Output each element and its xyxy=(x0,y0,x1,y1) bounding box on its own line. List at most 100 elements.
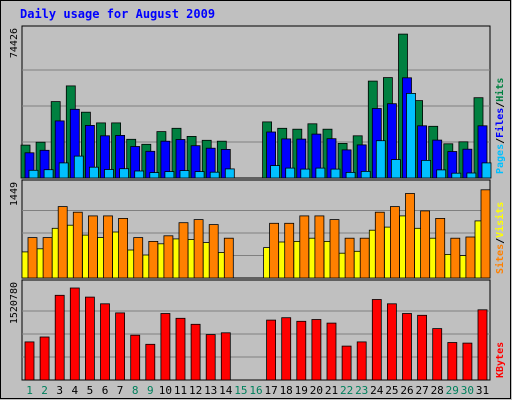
x-tick-label: 11 xyxy=(174,384,187,397)
bar-sites-day-22 xyxy=(344,237,355,279)
x-tick-label: 28 xyxy=(431,384,444,397)
bar-kbytes-day-14 xyxy=(220,332,231,381)
legend-hits_files_pages: Pages/Files/Hits xyxy=(494,78,506,174)
y-max-label: 1449 xyxy=(9,182,20,206)
bar-sites-day-19 xyxy=(299,215,310,279)
x-tick-label: 16 xyxy=(249,384,262,397)
panel-frame xyxy=(21,279,491,381)
bar-pages-day-27 xyxy=(421,159,432,179)
bar-pages-day-30 xyxy=(466,172,477,179)
legend-entry: Sites xyxy=(494,244,506,274)
bar-sites-day-10 xyxy=(163,235,174,279)
bar-sites-day-30 xyxy=(465,236,476,279)
bar-kbytes-day-5 xyxy=(85,296,95,381)
bar-kbytes-day-9 xyxy=(145,343,156,381)
bar-pages-day-31 xyxy=(481,162,492,179)
y-max-label: 74426 xyxy=(9,28,20,58)
bar-pages-day-14 xyxy=(224,168,235,179)
bar-sites-day-11 xyxy=(178,222,189,279)
series-visits xyxy=(21,215,485,279)
bar-kbytes-day-25 xyxy=(386,303,397,381)
legend-entry: Hits xyxy=(494,78,506,102)
bar-sites-day-21 xyxy=(329,219,340,279)
x-tick-label: 6 xyxy=(102,384,109,397)
bar-sites-day-17 xyxy=(269,222,280,279)
bar-pages-day-4 xyxy=(73,155,84,179)
x-tick-label: 27 xyxy=(415,384,428,397)
series-pages xyxy=(28,93,492,179)
bar-kbytes-day-2 xyxy=(39,336,50,381)
legend-entry: Files xyxy=(494,108,506,138)
bar-sites-day-14 xyxy=(223,237,234,279)
x-tick-label: 30 xyxy=(461,384,474,397)
series-kbytes xyxy=(24,287,488,381)
bar-pages-day-12 xyxy=(194,171,205,179)
bar-sites-day-27 xyxy=(420,210,431,279)
x-tick-label: 10 xyxy=(159,384,172,397)
bar-sites-day-2 xyxy=(42,237,53,279)
bar-kbytes-day-17 xyxy=(266,319,277,381)
bar-kbytes-day-11 xyxy=(175,317,186,381)
bar-pages-day-22 xyxy=(345,171,356,179)
bar-kbytes-day-23 xyxy=(356,341,367,381)
bar-kbytes-day-28 xyxy=(432,328,443,381)
legend-entry: Pages xyxy=(495,144,506,174)
bar-kbytes-day-7 xyxy=(115,312,125,381)
bar-sites-day-1 xyxy=(27,237,38,279)
x-tick-label: 21 xyxy=(325,384,338,397)
x-tick-label: 24 xyxy=(370,384,384,397)
bar-pages-day-17 xyxy=(270,165,281,179)
bar-pages-day-25 xyxy=(390,159,401,179)
bar-sites-day-3 xyxy=(57,206,68,279)
bar-pages-day-1 xyxy=(28,169,39,179)
bar-kbytes-day-6 xyxy=(100,303,110,381)
bar-sites-day-12 xyxy=(193,219,204,279)
legend-entry: / xyxy=(495,238,506,244)
chart-title: Daily usage for August 2009 xyxy=(20,7,215,21)
bar-kbytes-day-1 xyxy=(24,341,35,381)
x-tick-label: 23 xyxy=(355,384,368,397)
bar-pages-day-28 xyxy=(436,169,447,179)
bar-kbytes-day-3 xyxy=(54,294,65,381)
bar-kbytes-day-29 xyxy=(447,342,458,381)
x-tick-label: 15 xyxy=(234,384,247,397)
bar-pages-day-8 xyxy=(134,170,145,179)
bar-pages-day-26 xyxy=(406,93,416,179)
panel-visits_sites: 1449 Sites/Visits xyxy=(9,179,506,279)
bar-pages-day-7 xyxy=(119,168,129,179)
bar-pages-day-2 xyxy=(43,169,54,179)
x-tick-label: 31 xyxy=(476,384,489,397)
x-tick-label: 14 xyxy=(219,384,233,397)
x-tick-label: 19 xyxy=(295,384,308,397)
bar-pages-day-18 xyxy=(285,167,296,179)
x-tick-label: 8 xyxy=(132,384,139,397)
bar-sites-day-31 xyxy=(480,189,491,279)
bar-kbytes-day-8 xyxy=(130,334,141,381)
bar-sites-day-9 xyxy=(148,240,159,279)
bar-pages-day-29 xyxy=(451,172,462,179)
bar-sites-day-7 xyxy=(118,217,128,279)
bar-sites-day-29 xyxy=(450,237,461,279)
bar-pages-day-3 xyxy=(58,162,69,179)
x-tick-label: 13 xyxy=(204,384,217,397)
legend-entry: / xyxy=(495,138,506,144)
bar-pages-day-5 xyxy=(89,166,99,179)
bar-sites-day-5 xyxy=(88,215,98,279)
panel-kbytes: 1520780 KBytes xyxy=(9,279,506,381)
bar-pages-day-19 xyxy=(300,168,311,179)
x-tick-label: 5 xyxy=(87,384,94,397)
bar-kbytes-day-10 xyxy=(160,313,171,381)
bar-pages-day-21 xyxy=(330,168,341,179)
bar-pages-day-6 xyxy=(104,169,114,179)
x-tick-label: 17 xyxy=(264,384,277,397)
bar-kbytes-day-19 xyxy=(296,320,307,381)
bar-sites-day-4 xyxy=(72,211,83,279)
legend-visits_sites: Sites/Visits xyxy=(494,202,506,274)
bar-sites-day-13 xyxy=(208,224,219,279)
legend-entry: Visits xyxy=(494,202,506,238)
x-axis-day-labels: 1 2 3 4 5 6 7 8 9 10 11 12 13 14 15 16 17 18 19 20 21 22 23 24 2… xyxy=(26,384,489,397)
series-sites xyxy=(27,189,491,279)
